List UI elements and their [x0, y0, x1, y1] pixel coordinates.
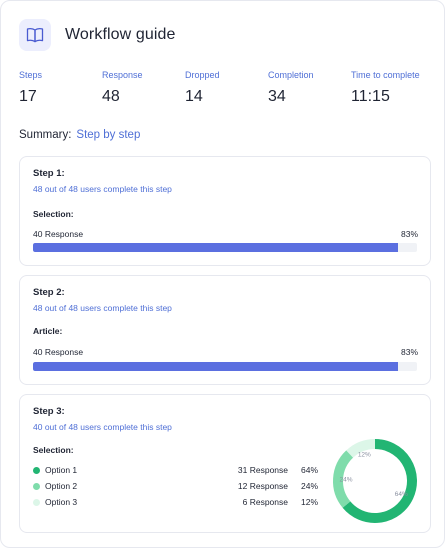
progress-bar-track	[33, 243, 417, 252]
step-subtitle: 40 out of 48 users complete this step	[33, 422, 172, 432]
response-percent: 83%	[400, 229, 418, 239]
book-icon	[19, 19, 51, 51]
stat-completion: Completion 34	[268, 70, 314, 106]
stat-time-to-complete: Time to complete 11:15	[351, 70, 420, 106]
response-count: 40 Response	[33, 347, 84, 357]
stat-value: 48	[102, 88, 120, 105]
donut-label-option-2: 24%	[340, 477, 353, 484]
stat-value: 14	[185, 88, 203, 105]
step-title: Step 2:	[33, 287, 65, 298]
header: Workflow guide	[19, 19, 176, 51]
legend-dot	[33, 467, 40, 474]
stat-value: 17	[19, 88, 37, 105]
stat-label: Response	[102, 70, 143, 80]
stat-value: 11:15	[351, 88, 390, 105]
step-subtitle: 48 out of 48 users complete this step	[33, 303, 172, 313]
page-title: Workflow guide	[65, 26, 176, 43]
summary-label: Summary:	[19, 129, 72, 141]
donut-chart: 64% 24% 12%	[333, 439, 417, 523]
step-card-2: Step 2: 48 out of 48 users complete this…	[19, 275, 431, 385]
stat-value: 34	[268, 88, 286, 105]
step-title: Step 3:	[33, 406, 65, 417]
option-percent: 24%	[300, 481, 318, 491]
option-responses: 31 Response	[237, 465, 288, 475]
stat-label: Dropped	[185, 70, 220, 80]
progress-bar-track	[33, 362, 417, 371]
stat-dropped: Dropped 14	[185, 70, 220, 106]
legend-dot	[33, 483, 40, 490]
response-count: 40 Response	[33, 229, 84, 239]
progress-bar-fill	[33, 243, 398, 252]
donut-slice-option-3	[346, 439, 376, 458]
step-section-label: Selection:	[33, 445, 74, 455]
stat-steps: Steps 17	[19, 70, 42, 106]
option-responses: 12 Response	[237, 481, 288, 491]
donut-label-option-3: 12%	[358, 452, 371, 459]
stat-label: Steps	[19, 70, 43, 80]
option-name: Option 3	[45, 497, 78, 507]
response-percent: 83%	[400, 347, 418, 357]
option-row-2: Option 2 12 Response 24%	[33, 481, 318, 493]
stats-row: Steps 17 Response 48 Dropped 14 Completi…	[19, 70, 439, 110]
step-subtitle: 48 out of 48 users complete this step	[33, 184, 172, 194]
step-section-label: Selection:	[33, 209, 74, 219]
option-row-1: Option 1 31 Response 64%	[33, 465, 318, 477]
donut-label-option-1: 64%	[395, 491, 408, 498]
summary-mode-link[interactable]: Step by step	[76, 129, 141, 141]
step-card-3: Step 3: 40 out of 48 users complete this…	[19, 394, 431, 533]
step-title: Step 1:	[33, 168, 65, 179]
option-percent: 12%	[300, 497, 318, 507]
legend-dot	[33, 499, 40, 506]
option-name: Option 2	[45, 481, 78, 491]
stat-label: Completion	[268, 70, 314, 80]
stat-label: Time to complete	[351, 70, 420, 80]
option-name: Option 1	[45, 465, 78, 475]
donut-slice-option-1	[342, 439, 417, 523]
progress-bar-fill	[33, 362, 398, 371]
summary-heading: Summary: Step by step	[19, 129, 140, 141]
step-card-1: Step 1: 48 out of 48 users complete this…	[19, 156, 431, 266]
option-row-3: Option 3 6 Response 12%	[33, 497, 318, 509]
option-percent: 64%	[300, 465, 318, 475]
option-responses: 6 Response	[242, 497, 288, 507]
step-section-label: Article:	[33, 326, 63, 336]
stat-response: Response 48	[102, 70, 143, 106]
donut-slice-option-2	[333, 450, 354, 508]
